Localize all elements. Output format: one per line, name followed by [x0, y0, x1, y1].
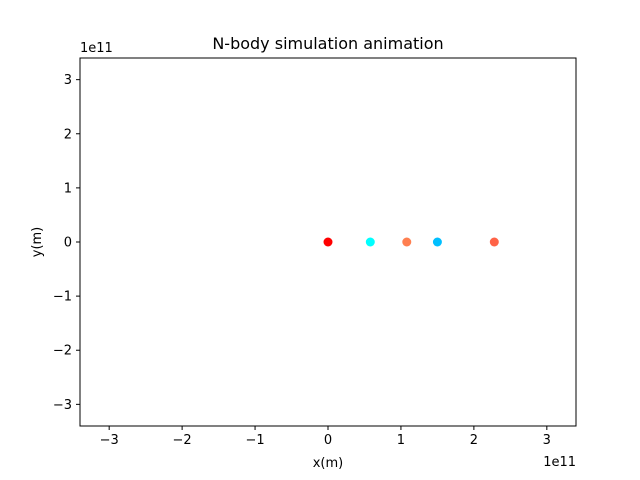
y-tick-label: −3	[53, 398, 72, 413]
y-offset-label: 1e11	[80, 41, 113, 56]
x-axis-label: x(m)	[313, 456, 344, 471]
body-point-4	[432, 237, 442, 247]
body-point-5	[489, 237, 499, 247]
x-tick-label: 2	[470, 433, 478, 448]
y-tick-label: 2	[64, 127, 72, 142]
body-point-2	[365, 237, 375, 247]
axis-ticks: −3 −2 −1 0 1 2 3 −3 −2 −1 0 1 2 3	[53, 73, 551, 448]
x-tick-label: 1	[397, 433, 405, 448]
body-point-3	[402, 237, 412, 247]
chart-title: N-body simulation animation	[212, 34, 443, 53]
y-tick-label: −2	[53, 344, 72, 359]
y-tick-label: −1	[53, 290, 72, 305]
y-tick-label: 0	[64, 236, 72, 251]
y-axis-label: y(m)	[30, 227, 45, 258]
body-point-1	[323, 237, 333, 247]
x-offset-label: 1e11	[543, 455, 576, 470]
x-tick-label: −1	[245, 433, 264, 448]
plot-frame	[79, 57, 577, 427]
y-tick-label: 1	[64, 181, 72, 196]
y-tick-label: 3	[64, 73, 72, 88]
x-tick-label: −2	[173, 433, 192, 448]
x-tick-label: 0	[324, 433, 332, 448]
x-tick-label: 3	[543, 433, 551, 448]
data-points	[323, 237, 499, 247]
x-tick-label: −3	[100, 433, 119, 448]
